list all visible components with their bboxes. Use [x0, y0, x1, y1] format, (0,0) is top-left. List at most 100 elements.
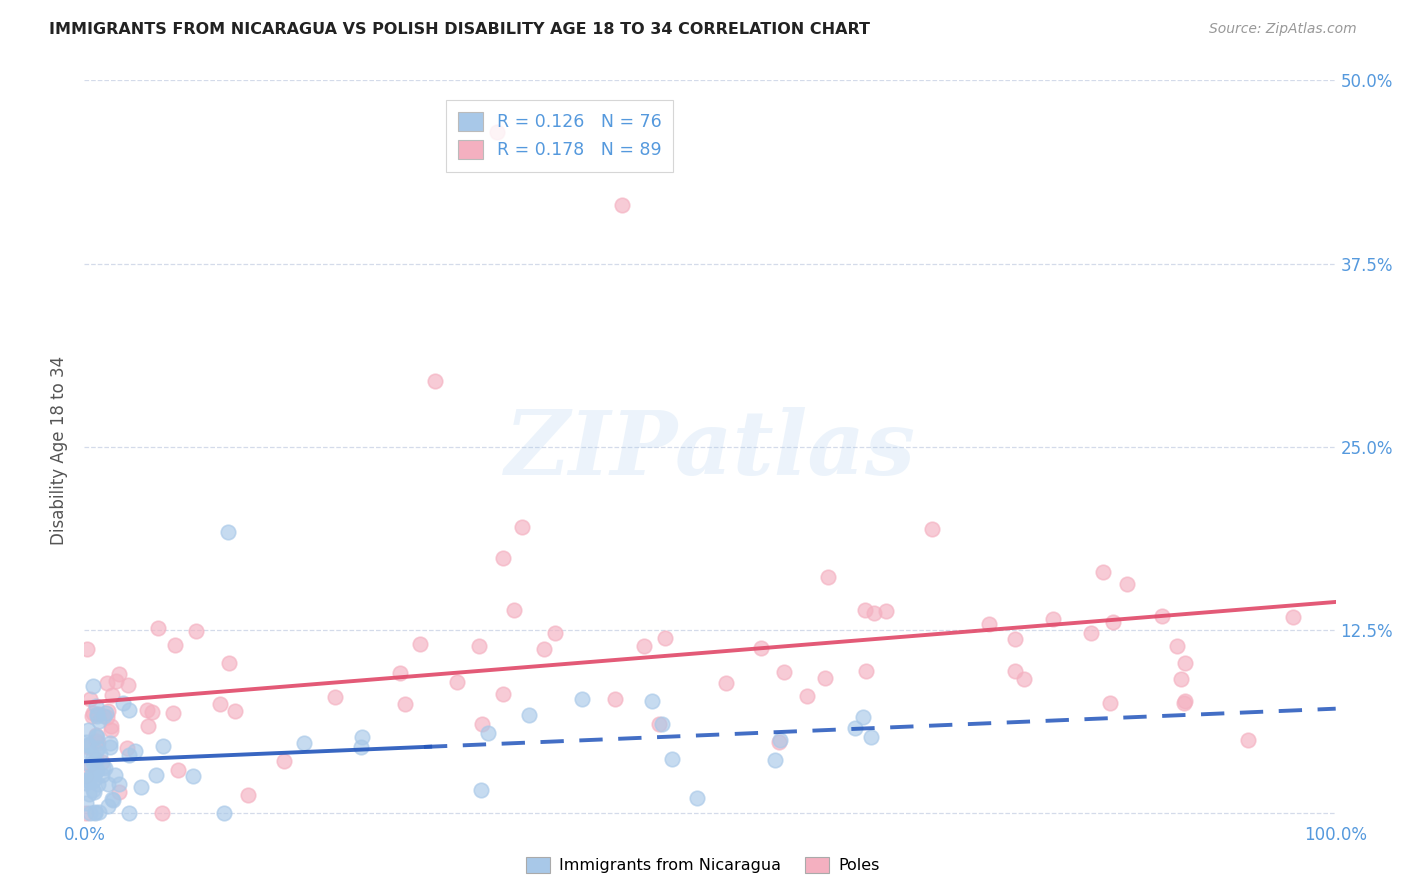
Point [79, 806, 101, 821]
Point [87, 777, 110, 791]
Point [512, 520, 534, 534]
Point [503, 603, 526, 617]
Point [101, 792, 124, 806]
Point [486, 125, 509, 139]
Point [129, 780, 152, 794]
Point [77, 740, 100, 755]
Point [875, 604, 897, 618]
Point [167, 763, 190, 777]
Point [76, 642, 98, 657]
Point [979, 616, 1001, 631]
Point [80, 756, 103, 771]
Point [763, 753, 786, 767]
Point [101, 689, 124, 703]
Point [146, 621, 169, 635]
Point [768, 735, 790, 749]
Point [82, 756, 104, 770]
Point [814, 671, 837, 685]
Point [82, 709, 104, 723]
Point [108, 666, 131, 681]
Point [162, 706, 184, 720]
Point [863, 607, 886, 621]
Point [1170, 672, 1192, 686]
Point [118, 748, 141, 763]
Point [89, 714, 111, 728]
Point [1173, 696, 1195, 710]
Point [75, 806, 97, 821]
Point [796, 689, 818, 703]
Point [84, 734, 107, 748]
Point [1174, 694, 1197, 708]
Point [104, 673, 127, 688]
Point [76, 738, 98, 752]
Point [77, 787, 100, 801]
Point [150, 806, 173, 821]
Point [641, 694, 664, 708]
Point [83, 772, 105, 787]
Point [82, 679, 104, 693]
Point [533, 642, 555, 657]
Point [859, 730, 882, 744]
Point [94, 761, 117, 775]
Point [84, 729, 107, 743]
Point [91, 760, 114, 774]
Point [97, 777, 120, 791]
Point [77, 772, 100, 787]
Point [183, 769, 205, 783]
Point [100, 736, 122, 750]
Point [87, 805, 110, 819]
Point [921, 522, 943, 536]
Point [491, 551, 513, 566]
Point [101, 793, 124, 807]
Point [87, 735, 110, 749]
Point [141, 705, 163, 719]
Point [87, 741, 110, 756]
Point [1099, 697, 1122, 711]
Point [350, 739, 373, 754]
Point [89, 747, 111, 761]
Point [86, 764, 108, 778]
Point [115, 740, 138, 755]
Point [107, 777, 129, 791]
Point [389, 665, 412, 680]
Point [1152, 609, 1174, 624]
Point [86, 706, 108, 721]
Point [75, 772, 97, 787]
Point [111, 696, 134, 710]
Point [605, 692, 627, 706]
Point [136, 703, 159, 717]
Point [84, 698, 107, 713]
Point [145, 768, 167, 782]
Point [471, 717, 494, 731]
Point [350, 730, 373, 744]
Point [217, 524, 239, 539]
Point [612, 198, 634, 212]
Point [82, 782, 104, 797]
Point [224, 704, 246, 718]
Point [96, 676, 118, 690]
Text: ZIPatlas: ZIPatlas [505, 408, 915, 493]
Point [218, 656, 240, 670]
Point [186, 624, 208, 638]
Point [152, 739, 174, 753]
Point [773, 665, 796, 680]
Point [84, 752, 107, 766]
Text: Source: ZipAtlas.com: Source: ZipAtlas.com [1209, 22, 1357, 37]
Point [75, 796, 97, 810]
Point [852, 710, 875, 724]
Point [97, 799, 120, 814]
Point [77, 723, 100, 738]
Point [1080, 626, 1102, 640]
Point [107, 784, 129, 798]
Point [446, 675, 468, 690]
Point [1102, 615, 1125, 629]
Point [83, 755, 105, 769]
Point [93, 708, 115, 723]
Point [238, 788, 260, 802]
Point [470, 783, 492, 797]
Point [853, 603, 876, 617]
Point [661, 752, 683, 766]
Point [100, 723, 122, 738]
Point [477, 726, 499, 740]
Point [648, 716, 671, 731]
